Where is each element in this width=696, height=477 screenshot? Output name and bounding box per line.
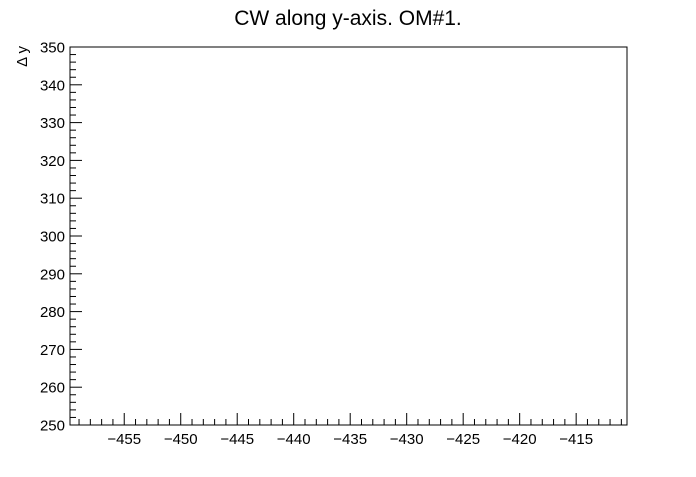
y-axis: 250 260 270 280 290 300 310 320 330 340 350 [40,40,82,435]
plot-area-frame [69,46,628,426]
y-tick-label: 330 [40,115,65,132]
x-tick-label: −445 [220,431,254,448]
y-axis-label: Δ y [14,46,31,67]
y-tick-label: 350 [40,40,65,57]
x-tick-label: −425 [446,431,480,448]
y-tick-label: 320 [40,153,65,170]
chart-title: CW along y-axis. OM#1. [234,7,462,30]
x-tick-label: −435 [333,431,367,448]
x-tick-label: −430 [390,431,424,448]
y-tick-label: 260 [40,380,65,397]
x-axis: −455 −450 −445 −440 −435 −430 −425 −420 −415 [78,413,622,448]
y-tick-label: 290 [40,266,65,283]
y-tick-label: 280 [40,304,65,321]
y-tick-label: 310 [40,191,65,208]
x-tick-label: −440 [277,431,311,448]
y-tick-label: 270 [40,342,65,359]
x-tick-label: −450 [164,431,198,448]
x-tick-label: −420 [503,431,537,448]
x-tick-label: −415 [559,431,593,448]
y-tick-label: 250 [40,418,65,435]
y-tick-label: 340 [40,77,65,94]
y-tick-label: 300 [40,229,65,246]
x-tick-label: −455 [107,431,141,448]
